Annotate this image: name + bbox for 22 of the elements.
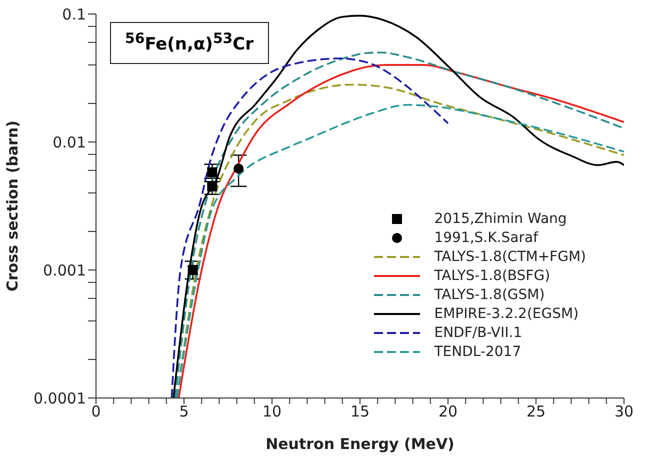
legend-label: TALYS-1.8(GSM) bbox=[434, 286, 545, 302]
x-tick-label: 10 bbox=[262, 402, 282, 421]
y-tick-label: 0.01 bbox=[52, 133, 86, 152]
x-tick-label: 25 bbox=[526, 402, 546, 421]
legend-label: 1991,S.K.Saraf bbox=[434, 230, 538, 246]
legend-label: TALYS-1.8(CTM+FGM) bbox=[434, 248, 586, 264]
y-tick-label: 0.0001 bbox=[34, 389, 86, 408]
legend-label: TENDL-2017 bbox=[434, 344, 522, 360]
legend-label: TALYS-1.8(BSFG) bbox=[434, 268, 550, 284]
legend-label: EMPIRE-3.2.2(EGSM) bbox=[434, 306, 579, 322]
x-tick-label: 0 bbox=[91, 402, 101, 421]
x-tick-label: 20 bbox=[438, 402, 458, 421]
x-axis-title: Neutron Energy (MeV) bbox=[266, 435, 454, 453]
legend-label: 2015,Zhimin Wang bbox=[434, 210, 567, 226]
y-axis-title: Cross section (barn) bbox=[3, 120, 22, 292]
legend-label: ENDF/B-VII.1 bbox=[434, 324, 522, 340]
text: $^{56}$Fe(n,α)$^{53}$Cr bbox=[110, 22, 269, 64]
y-tick-label: 0.1 bbox=[62, 5, 86, 24]
y-tick-label: 0.001 bbox=[43, 261, 86, 280]
x-tick-label: 5 bbox=[179, 402, 189, 421]
x-tick-label: 30 bbox=[614, 402, 634, 421]
x-tick-label: 15 bbox=[350, 402, 370, 421]
